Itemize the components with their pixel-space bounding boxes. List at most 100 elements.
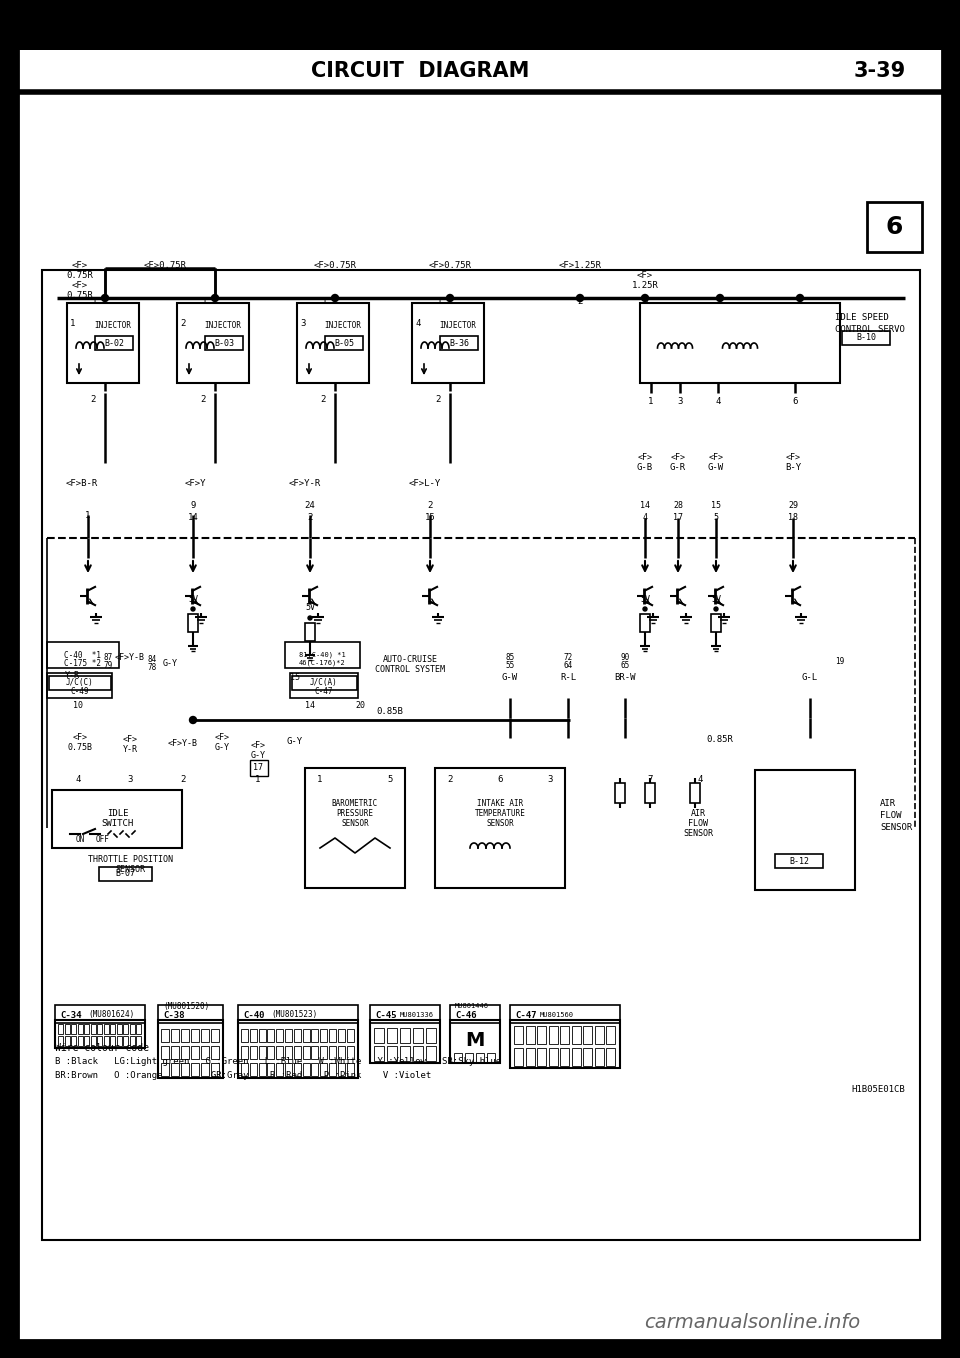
Text: 1: 1 [92, 296, 98, 306]
Text: 2: 2 [577, 296, 583, 306]
Text: SENSOR: SENSOR [683, 828, 713, 838]
Text: 46(C-176)*2: 46(C-176)*2 [299, 660, 346, 667]
Text: <F>: <F> [72, 281, 88, 291]
Text: TEMPERATURE: TEMPERATURE [474, 808, 525, 818]
Text: 1: 1 [85, 511, 90, 520]
Text: 5: 5 [387, 775, 393, 785]
Bar [571, 1048, 581, 1066]
Bar [476, 1052, 484, 1063]
Bar [136, 1036, 141, 1046]
Text: SENSOR: SENSOR [486, 819, 514, 827]
Text: 78: 78 [148, 664, 156, 672]
Text: <F>: <F> [708, 454, 724, 463]
Bar [241, 1029, 248, 1042]
Text: AUTO-CRUISE: AUTO-CRUISE [382, 656, 438, 664]
Bar [188, 614, 198, 631]
Text: B-03: B-03 [214, 338, 234, 348]
Text: 1: 1 [323, 296, 327, 306]
Circle shape [714, 607, 718, 611]
Text: BR-W: BR-W [614, 674, 636, 683]
Bar [374, 1046, 384, 1061]
Text: INJECTOR: INJECTOR [94, 320, 132, 330]
Text: C-47: C-47 [315, 687, 333, 695]
Bar [238, 1005, 358, 1023]
Bar [374, 1028, 384, 1043]
Bar [594, 1048, 604, 1066]
Bar [276, 1063, 283, 1076]
Bar [525, 1027, 535, 1044]
Bar [302, 1046, 309, 1059]
Bar [110, 1036, 115, 1046]
Bar [525, 1048, 535, 1066]
Bar [171, 1063, 179, 1076]
Bar [285, 1029, 292, 1042]
Text: <F>Y-R: <F>Y-R [289, 478, 322, 488]
Bar [276, 1029, 283, 1042]
Text: ON: ON [76, 835, 84, 845]
Bar [47, 642, 119, 668]
Bar [311, 1046, 319, 1059]
Bar [537, 1048, 546, 1066]
Bar [711, 614, 721, 631]
Text: <F>Y-B: <F>Y-B [115, 653, 145, 663]
Bar [268, 1063, 275, 1076]
Bar [400, 1028, 410, 1043]
Bar [268, 1029, 275, 1042]
Text: 87: 87 [104, 653, 112, 663]
Bar [338, 1063, 345, 1076]
Text: 5V: 5V [640, 595, 650, 603]
Bar [276, 1046, 283, 1059]
Bar [97, 1036, 102, 1046]
Text: 14: 14 [305, 702, 315, 710]
Bar [311, 1029, 319, 1042]
Text: 14: 14 [640, 501, 650, 511]
Text: (MU801624): (MU801624) [88, 1010, 134, 1020]
Bar [78, 1036, 83, 1046]
Text: BAROMETRIC: BAROMETRIC [332, 799, 378, 808]
Text: 15: 15 [290, 674, 300, 683]
Text: INJECTOR: INJECTOR [440, 320, 476, 330]
Text: 4: 4 [642, 513, 647, 523]
Bar [84, 1036, 89, 1046]
Text: 2: 2 [427, 501, 433, 511]
Bar [435, 769, 565, 888]
Bar [370, 1005, 440, 1023]
Bar [560, 1048, 569, 1066]
Bar [268, 1046, 275, 1059]
Text: 2: 2 [180, 319, 185, 327]
Circle shape [331, 295, 339, 301]
Text: BR:Brown   O :Orange         GR:Gray    R :Red    P :Pink    V :Violet: BR:Brown O :Orange GR:Gray R :Red P :Pin… [55, 1070, 431, 1080]
Bar [571, 1027, 581, 1044]
Bar [238, 1020, 358, 1078]
Bar [426, 1046, 436, 1061]
Text: AIR: AIR [690, 808, 706, 818]
Bar [250, 760, 268, 775]
Text: <F>Y: <F>Y [184, 478, 205, 488]
Text: 14: 14 [187, 513, 199, 523]
Text: MU801336: MU801336 [400, 1012, 434, 1018]
Text: 0.75B: 0.75B [67, 743, 92, 752]
Text: B-10: B-10 [856, 334, 876, 342]
Text: H1B05E01CB: H1B05E01CB [852, 1085, 905, 1095]
Bar [347, 1029, 353, 1042]
Bar [594, 1027, 604, 1044]
Text: G-Y: G-Y [214, 743, 229, 752]
Bar [52, 790, 182, 847]
Text: CONTROL SERVO: CONTROL SERVO [835, 326, 905, 334]
Text: 85: 85 [505, 653, 515, 663]
Bar [161, 1029, 169, 1042]
Bar [71, 1024, 76, 1033]
Text: B-36: B-36 [449, 338, 469, 348]
Text: FLOW: FLOW [688, 819, 708, 827]
Text: <F>0.75R: <F>0.75R [143, 261, 186, 269]
Bar [241, 1063, 248, 1076]
Text: INJECTOR: INJECTOR [204, 320, 242, 330]
Text: 4: 4 [416, 319, 420, 327]
Text: 84: 84 [148, 656, 156, 664]
Bar [99, 866, 152, 881]
Text: 2: 2 [435, 395, 441, 403]
Text: C-46: C-46 [455, 1010, 476, 1020]
Bar [211, 1063, 219, 1076]
Text: OFF: OFF [96, 835, 110, 845]
Bar [583, 1048, 592, 1066]
